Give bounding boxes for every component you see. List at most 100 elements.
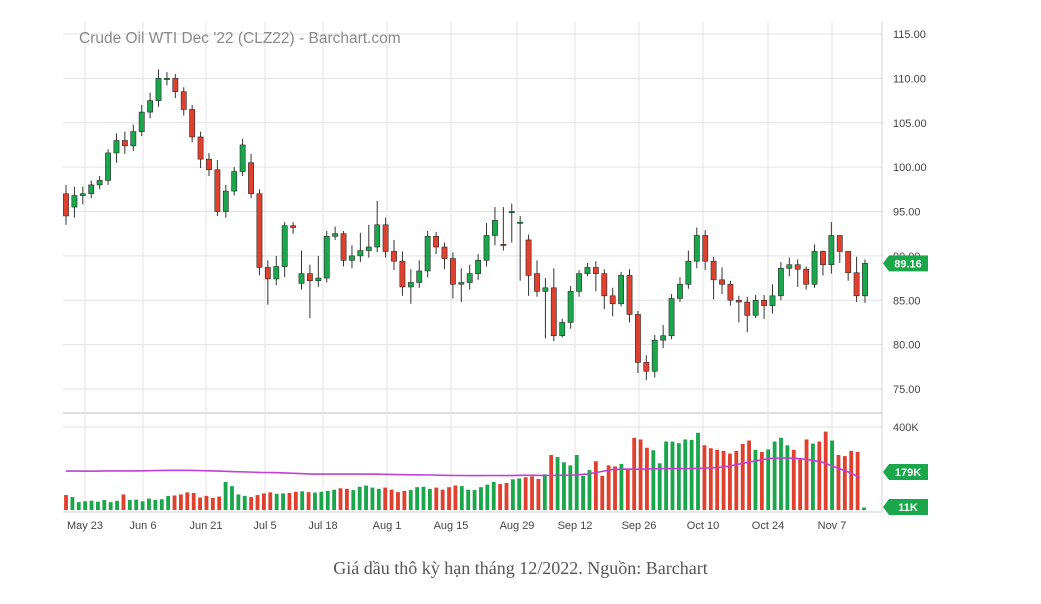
volume-bar [344, 488, 349, 510]
volume-bar [115, 500, 119, 510]
candle-body [550, 287, 557, 337]
candle-body [508, 211, 515, 214]
candle-body [853, 272, 860, 297]
volume-bar [721, 450, 726, 510]
candle-body [172, 78, 179, 92]
volume-bar [408, 490, 413, 510]
volume-bar [281, 493, 285, 510]
candle-body [332, 233, 339, 237]
volume-bar [568, 465, 573, 510]
candle-body [121, 140, 128, 147]
candle-body [113, 140, 120, 154]
candle-body [668, 298, 675, 337]
volume-bar [491, 481, 496, 510]
volume-bar [625, 469, 630, 510]
candle-body [626, 275, 633, 315]
volume-bar [325, 490, 330, 510]
volume-bar [70, 497, 75, 510]
candle-body [517, 221, 524, 224]
candle-body [592, 267, 599, 274]
date-tick-label: Jul 18 [308, 520, 337, 532]
volume-bar [261, 493, 266, 510]
candle-body [828, 235, 835, 266]
candle-body [567, 291, 574, 323]
volume-bar [357, 486, 362, 510]
candle-body [693, 235, 700, 262]
volume-bar [306, 492, 311, 510]
candle-body [130, 131, 137, 147]
date-tick-label: Jul 5 [253, 520, 276, 532]
volume-bar [791, 449, 796, 510]
candle-body [340, 233, 347, 261]
price-tick-label: 85.00 [893, 295, 921, 307]
candle-body [584, 267, 591, 274]
volume-bar [210, 497, 215, 510]
price-tick-label: 115.00 [893, 29, 926, 41]
volume-bar [255, 495, 260, 510]
candle-body [433, 236, 439, 248]
volume-bar [230, 486, 234, 510]
candle-body [685, 260, 692, 285]
volume-bar [734, 450, 739, 510]
date-tick-label: Sep 26 [622, 520, 657, 532]
volume-bar [785, 445, 790, 510]
price-tick-label: 75.00 [893, 384, 921, 396]
volume-bar [204, 495, 209, 510]
candle-body [189, 109, 196, 138]
volume-bar [530, 476, 534, 510]
volume-bar [172, 495, 177, 510]
candle-body [761, 299, 767, 306]
volume-bar [447, 487, 451, 510]
volume-bar [466, 489, 471, 510]
candle-body [618, 275, 625, 305]
volume-bar [459, 486, 464, 510]
candle-body [264, 267, 271, 280]
volume-bar [83, 501, 88, 510]
candle-body [651, 339, 658, 372]
candle-body [88, 184, 95, 195]
volume-bar [472, 490, 477, 510]
volume-moving-average-line [66, 457, 861, 479]
candle-body [862, 263, 868, 297]
candle-body [138, 111, 145, 132]
volume-bar [370, 487, 375, 510]
volume-bar [121, 494, 126, 510]
volume-bar [223, 481, 228, 510]
candle-body [374, 224, 381, 248]
volume-bar [376, 488, 381, 510]
date-tick-label: Oct 24 [752, 520, 784, 532]
candle-body [727, 283, 734, 301]
candle-body [206, 158, 212, 171]
volume-bar [683, 439, 688, 510]
candle-body [290, 225, 296, 228]
candle-body [702, 235, 709, 262]
candle-body [744, 301, 751, 316]
volume-bar [332, 489, 337, 510]
candle-body [677, 283, 683, 299]
volume-bar [217, 496, 222, 510]
candle-body [256, 193, 263, 268]
candle-body [79, 193, 86, 196]
candle-body [643, 362, 650, 372]
candle-body [786, 264, 793, 269]
date-tick-label: Aug 29 [500, 520, 535, 532]
volume-bar [427, 488, 432, 510]
candle-body [845, 251, 852, 274]
volume-bar [102, 500, 107, 510]
volume-bar [504, 483, 509, 510]
candle-body [231, 171, 238, 192]
candle-body [752, 299, 759, 316]
volume-bar [606, 465, 611, 510]
volume-bar [779, 437, 783, 510]
volume-bar [593, 461, 598, 510]
volume-bar [581, 475, 586, 510]
volume-bar [632, 437, 637, 510]
volume-bar [747, 440, 752, 510]
volume-bar [574, 455, 579, 510]
candle-body [248, 162, 254, 195]
date-tick-label: Oct 10 [687, 520, 719, 532]
volume-bar [415, 487, 420, 510]
volume-bar [198, 497, 202, 510]
price-tick-label: 105.00 [893, 118, 927, 130]
volume-bar [89, 500, 94, 510]
